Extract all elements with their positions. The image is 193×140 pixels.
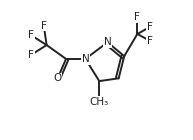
Text: F: F [135, 12, 140, 22]
Text: F: F [28, 50, 34, 60]
Text: O: O [54, 73, 62, 83]
Text: N: N [81, 54, 89, 64]
Text: F: F [147, 22, 153, 32]
Text: CH₃: CH₃ [90, 97, 109, 107]
Text: F: F [147, 36, 153, 46]
Text: N: N [104, 37, 112, 47]
Text: F: F [28, 30, 34, 40]
Text: F: F [41, 21, 47, 31]
